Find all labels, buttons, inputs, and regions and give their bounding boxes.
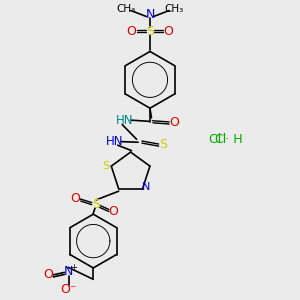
Text: HN: HN [106, 135, 124, 148]
Text: S: S [92, 198, 100, 211]
Text: +: + [70, 263, 77, 272]
Text: S: S [159, 138, 167, 151]
Text: N: N [142, 182, 150, 192]
Text: Cl: Cl [214, 133, 226, 146]
Text: CH₃: CH₃ [165, 4, 184, 14]
Text: HN: HN [116, 114, 134, 127]
Text: O: O [169, 116, 179, 129]
Text: O⁻: O⁻ [61, 283, 77, 296]
Text: O: O [164, 25, 173, 38]
Text: N: N [145, 8, 155, 21]
Text: N: N [64, 265, 74, 278]
Text: S: S [146, 25, 154, 38]
Text: O: O [70, 192, 80, 205]
Text: CH₃: CH₃ [116, 4, 135, 14]
Text: O: O [109, 205, 118, 218]
Text: S: S [102, 161, 110, 171]
Text: Cl · H: Cl · H [209, 133, 243, 146]
Text: O: O [43, 268, 53, 281]
Text: O: O [127, 25, 136, 38]
